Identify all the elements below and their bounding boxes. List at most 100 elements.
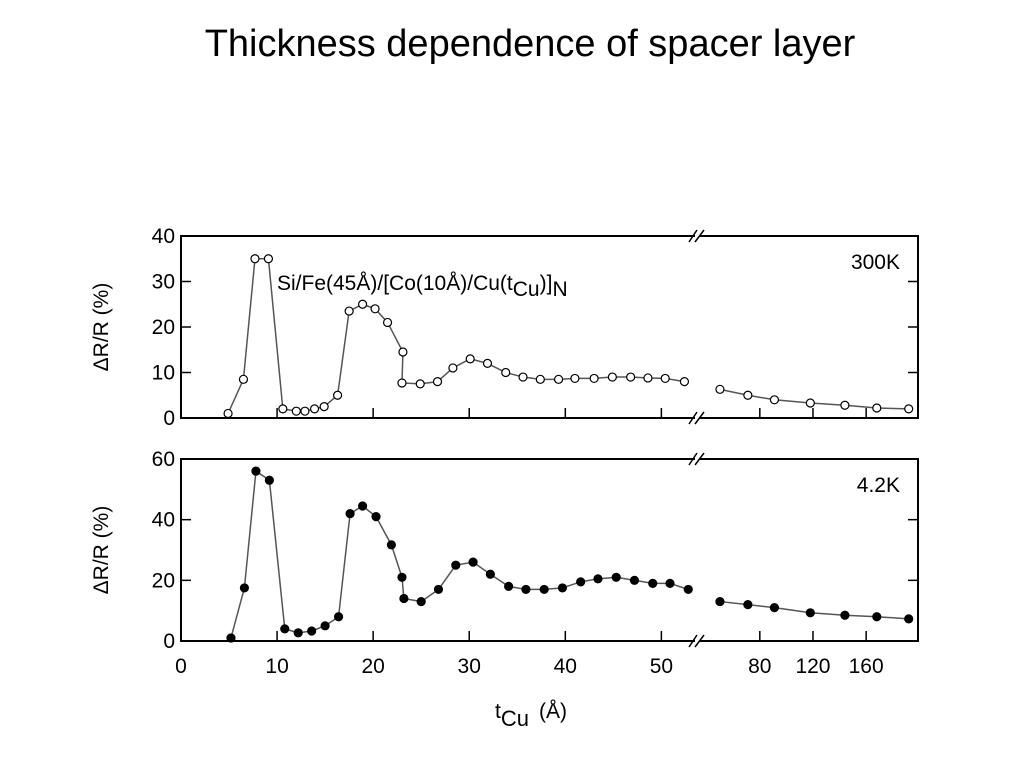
- data-point: [743, 599, 753, 610]
- axis-break: [688, 452, 705, 648]
- data-point: [300, 406, 310, 416]
- annotation: Si/Fe(45Å)/[Co(10Å)/Cu(tCu)]N: [277, 272, 568, 301]
- data-point: [607, 372, 617, 382]
- data-point: [840, 400, 850, 410]
- data-point: [611, 572, 621, 582]
- data-point: [648, 578, 658, 588]
- x-axis-label: tCu (Å): [495, 700, 567, 731]
- x-tick-label: 50: [650, 655, 673, 678]
- x-label-unit: (Å): [539, 700, 567, 723]
- data-point: [319, 402, 329, 412]
- data-point: [264, 475, 274, 485]
- annotation-part: Cu: [513, 278, 540, 301]
- x-tick-label: 120: [795, 655, 830, 678]
- data-point: [309, 404, 320, 414]
- data-point: [280, 624, 290, 634]
- data-point: [239, 583, 250, 593]
- data-point: [251, 466, 261, 476]
- data-point: [769, 603, 780, 613]
- y-tick-label: 0: [163, 407, 175, 430]
- data-point: [451, 560, 461, 570]
- data-point: [448, 363, 458, 373]
- data-point: [679, 377, 690, 387]
- x-label-sub: Cu: [501, 706, 529, 731]
- data-point: [553, 374, 564, 384]
- y-tick-label: 60: [152, 448, 175, 471]
- y-tick-label: 30: [152, 271, 175, 294]
- y-tick-label: 20: [152, 316, 175, 339]
- data-point: [382, 317, 393, 328]
- data-point: [629, 575, 640, 585]
- data-point: [576, 577, 586, 587]
- x-tick-label: 80: [748, 655, 771, 678]
- series-label: 4.2K: [857, 474, 900, 497]
- x-tick-label: 20: [361, 655, 384, 678]
- data-point: [397, 378, 407, 388]
- data-point: [291, 406, 301, 416]
- y-tick-label: 0: [163, 630, 175, 653]
- data-point: [872, 612, 882, 622]
- data-point: [263, 254, 274, 264]
- data-point: [589, 373, 599, 384]
- data-point: [432, 377, 443, 387]
- x-tick-label: 10: [265, 655, 288, 678]
- data-line: [230, 469, 689, 639]
- data-point: [904, 614, 914, 624]
- data-point: [398, 347, 408, 357]
- slide-title: Thickness dependence of spacer layer: [205, 23, 856, 65]
- data-point: [743, 390, 753, 400]
- data-point: [357, 501, 368, 511]
- frame: [180, 458, 919, 642]
- axis-break: [688, 229, 705, 425]
- data-point: [357, 299, 368, 309]
- x-tick-label: 30: [458, 655, 481, 678]
- data-point: [643, 373, 653, 383]
- data-point: [344, 306, 354, 316]
- data-point: [840, 610, 850, 620]
- data-point: [226, 633, 236, 643]
- data-point: [333, 612, 344, 622]
- data-point: [501, 367, 511, 378]
- annotation-part: Si/Fe(45Å)/[Co(10Å)/Cu(t: [277, 272, 513, 295]
- data-point: [683, 584, 693, 595]
- data-point: [557, 583, 568, 593]
- data-point: [397, 572, 407, 582]
- data-point: [320, 621, 330, 631]
- data-point: [416, 596, 426, 607]
- data-point: [593, 574, 603, 584]
- annotation-part: N: [552, 278, 567, 301]
- data-point: [293, 628, 303, 638]
- series-label: 300K: [851, 251, 900, 274]
- data-point: [223, 408, 233, 419]
- data-point: [626, 372, 636, 382]
- data-point: [769, 395, 780, 405]
- data-point: [485, 569, 495, 579]
- y-tick-label: 40: [152, 509, 175, 532]
- data-point: [238, 374, 249, 384]
- data-point: [715, 384, 725, 394]
- data-point: [805, 398, 815, 408]
- x-label-main: t: [495, 700, 501, 723]
- data-point: [715, 596, 725, 607]
- data-point: [371, 512, 381, 522]
- data-point: [518, 372, 528, 382]
- data-point: [415, 379, 425, 389]
- y-tick-label: 20: [152, 569, 175, 592]
- data-point: [482, 358, 493, 368]
- x-tick-label: 40: [554, 655, 577, 678]
- y-axis-label: ΔR/R (%): [90, 506, 113, 595]
- data-point: [665, 578, 675, 588]
- data-point: [250, 254, 260, 264]
- y-tick-label: 10: [152, 362, 175, 385]
- data-point: [386, 540, 397, 550]
- data-point: [307, 626, 317, 636]
- y-axis-label: ΔR/R (%): [90, 283, 113, 372]
- x-tick-label: 0: [175, 655, 187, 678]
- data-point: [278, 404, 288, 414]
- data-point: [570, 373, 580, 384]
- data-point: [333, 390, 343, 400]
- data-point: [468, 557, 478, 567]
- data-point: [370, 304, 380, 314]
- x-tick-label: 160: [849, 655, 884, 678]
